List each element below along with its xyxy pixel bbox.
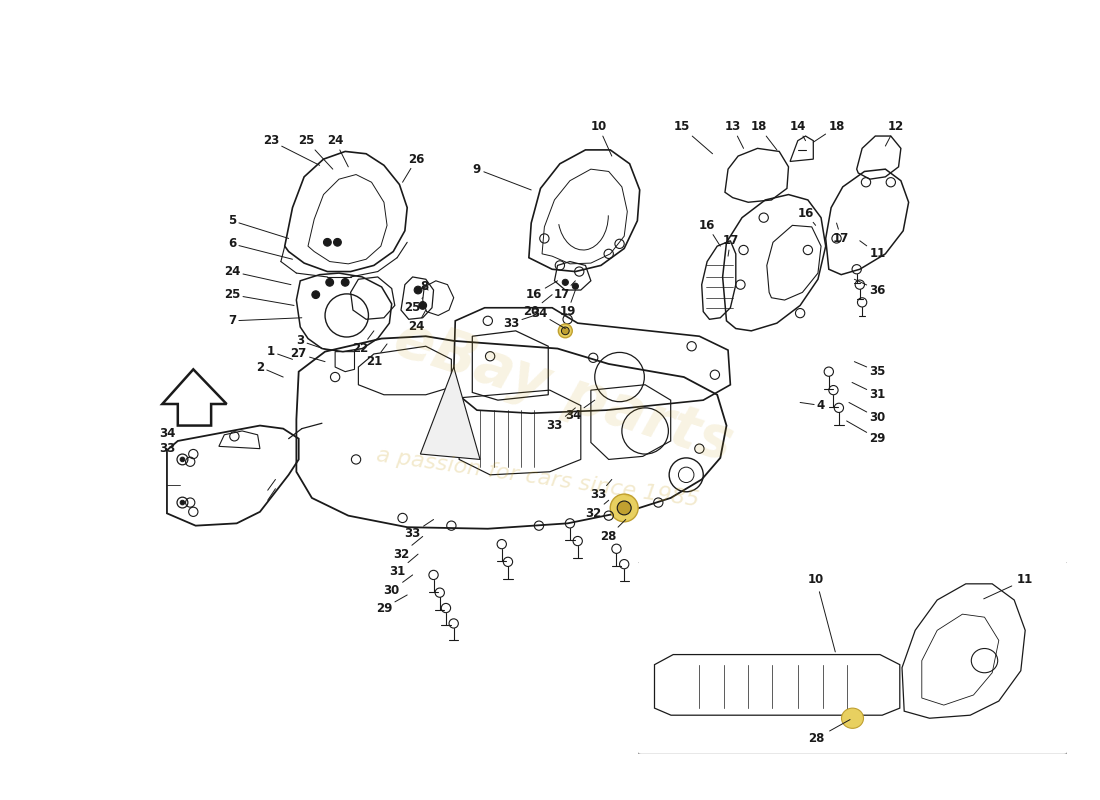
Text: 33: 33: [405, 519, 433, 540]
Circle shape: [312, 291, 320, 298]
Circle shape: [562, 279, 569, 286]
Circle shape: [341, 278, 349, 286]
Circle shape: [559, 324, 572, 338]
Text: 16: 16: [798, 206, 815, 226]
Text: 30: 30: [849, 402, 886, 424]
Circle shape: [561, 327, 569, 334]
Text: 24: 24: [327, 134, 349, 167]
Circle shape: [180, 457, 185, 462]
Text: 23: 23: [263, 134, 320, 166]
Text: 33: 33: [503, 315, 535, 330]
Text: 15: 15: [673, 120, 713, 154]
Text: 30: 30: [384, 575, 412, 597]
Text: 17: 17: [723, 234, 738, 256]
Text: 29: 29: [376, 595, 407, 614]
Text: 18: 18: [813, 120, 845, 142]
Circle shape: [419, 302, 427, 310]
Text: 31: 31: [389, 554, 418, 578]
Circle shape: [326, 278, 333, 286]
Text: 10: 10: [808, 574, 835, 652]
Text: 16: 16: [698, 219, 720, 246]
Text: 34: 34: [565, 400, 595, 422]
Polygon shape: [163, 370, 227, 426]
Polygon shape: [420, 367, 480, 459]
Text: 27: 27: [290, 347, 326, 362]
Text: 10: 10: [591, 120, 612, 156]
Text: 29: 29: [847, 421, 886, 445]
Text: 1: 1: [266, 345, 293, 359]
Text: 2: 2: [256, 361, 283, 377]
Text: 3: 3: [296, 334, 328, 350]
Circle shape: [323, 238, 331, 246]
Text: 33: 33: [547, 408, 575, 432]
Text: 22: 22: [353, 331, 374, 355]
Text: 14: 14: [790, 120, 806, 141]
Text: 31: 31: [852, 382, 886, 402]
Text: 17: 17: [554, 281, 575, 301]
Text: 34: 34: [158, 426, 175, 440]
Circle shape: [610, 494, 638, 522]
Text: 4: 4: [800, 399, 825, 412]
Text: 24: 24: [408, 310, 426, 334]
Text: 11: 11: [860, 241, 886, 260]
Text: 19: 19: [560, 290, 575, 318]
Text: a passion for cars since 1985: a passion for cars since 1985: [375, 446, 701, 510]
Text: 17: 17: [833, 223, 849, 245]
Text: 36: 36: [855, 279, 886, 297]
Circle shape: [333, 238, 341, 246]
Text: 25: 25: [298, 134, 333, 169]
Text: 18: 18: [751, 120, 777, 150]
Text: 35: 35: [855, 362, 886, 378]
Text: 32: 32: [393, 537, 422, 561]
Text: 33: 33: [158, 442, 175, 455]
Text: 6: 6: [228, 238, 293, 259]
Text: 33: 33: [591, 479, 612, 502]
Circle shape: [572, 283, 579, 290]
Text: 8: 8: [420, 281, 428, 294]
Circle shape: [617, 501, 631, 515]
Text: 20: 20: [524, 294, 552, 318]
Text: 9: 9: [473, 162, 531, 190]
Text: 11: 11: [983, 574, 1033, 599]
Text: 28: 28: [808, 719, 850, 745]
Text: 5: 5: [228, 214, 288, 238]
Text: 32: 32: [585, 500, 608, 520]
Text: 26: 26: [403, 153, 425, 182]
Text: 13: 13: [725, 120, 744, 148]
Text: 25: 25: [405, 298, 422, 314]
Text: eBay parts: eBay parts: [387, 310, 740, 474]
Circle shape: [842, 708, 864, 728]
Text: 12: 12: [886, 120, 903, 146]
Text: 21: 21: [365, 344, 387, 368]
Text: 25: 25: [224, 288, 294, 306]
Circle shape: [415, 286, 422, 294]
Text: 7: 7: [228, 314, 301, 327]
Text: 16: 16: [526, 281, 558, 301]
Circle shape: [180, 500, 185, 505]
Text: 24: 24: [224, 265, 290, 285]
Text: 34: 34: [531, 306, 565, 329]
Text: 28: 28: [601, 519, 626, 543]
